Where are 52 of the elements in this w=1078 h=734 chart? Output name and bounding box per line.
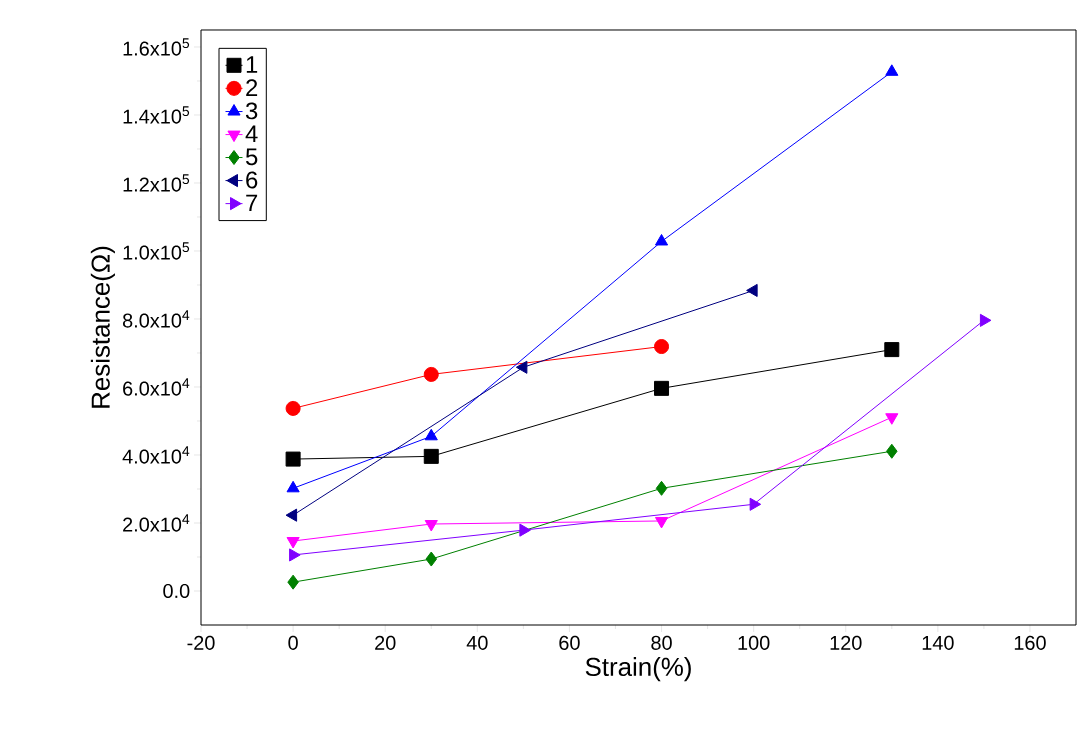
- point: [424, 520, 438, 532]
- legend-label: 6: [246, 171, 258, 189]
- point: [519, 523, 531, 537]
- legend-label: 5: [245, 148, 258, 166]
- point: [979, 313, 992, 327]
- y-axis-title: Resistance(Ω): [90, 246, 115, 408]
- y-tick-label: 1.2x10$^{5}$: [123, 174, 190, 192]
- y-tick-label: 0.0: [163, 583, 190, 599]
- point: [654, 516, 669, 529]
- point: [884, 342, 900, 358]
- point: [885, 64, 899, 76]
- legend-label: 7: [246, 194, 258, 212]
- legend-label: 2: [246, 79, 258, 96]
- point: [286, 537, 300, 549]
- point: [886, 443, 898, 459]
- y-tick-label: 1.6x10$^{5}$: [123, 38, 190, 56]
- point: [287, 574, 299, 590]
- point: [655, 480, 668, 496]
- point: [285, 400, 301, 416]
- point: [654, 339, 670, 355]
- point: [423, 448, 439, 464]
- x-tick-label: 60: [559, 635, 580, 650]
- point: [749, 497, 762, 511]
- point: [746, 283, 758, 297]
- x-tick-label: -20: [187, 635, 215, 650]
- x-tick-label: 120: [830, 635, 862, 650]
- y-tick-label: 8.0x10$^{4}$: [122, 310, 190, 328]
- x-tick-label: 100: [738, 635, 770, 650]
- point: [423, 366, 439, 382]
- x-tick-label: 20: [375, 635, 396, 650]
- y-tick-label: 1.4x10$^{5}$: [123, 106, 190, 124]
- legend-label: 3: [245, 102, 258, 120]
- y-tick-label: 1.0x10$^{5}$: [123, 242, 190, 260]
- point: [424, 428, 438, 441]
- x-tick-label: 0: [288, 635, 298, 650]
- x-tick-label: 140: [922, 635, 954, 650]
- y-tick-label: 6.0x10$^{4}$: [123, 378, 190, 396]
- legend-label: 1: [246, 56, 258, 73]
- x-tick-label: 80: [651, 635, 672, 650]
- point: [286, 480, 300, 493]
- point: [654, 233, 669, 246]
- point: [285, 451, 301, 467]
- x-tick-label: 160: [1014, 635, 1046, 650]
- legend-label: 4: [245, 125, 258, 143]
- y-tick-label: 2.0x10$^{4}$: [123, 514, 190, 532]
- x-axis-title: Strain(%): [585, 657, 691, 682]
- point: [425, 551, 438, 567]
- point: [515, 360, 528, 374]
- y-tick-label: 4.0x10$^{4}$: [122, 446, 190, 464]
- x-tick-label: 40: [466, 635, 488, 650]
- point: [654, 380, 670, 396]
- point: [285, 508, 298, 522]
